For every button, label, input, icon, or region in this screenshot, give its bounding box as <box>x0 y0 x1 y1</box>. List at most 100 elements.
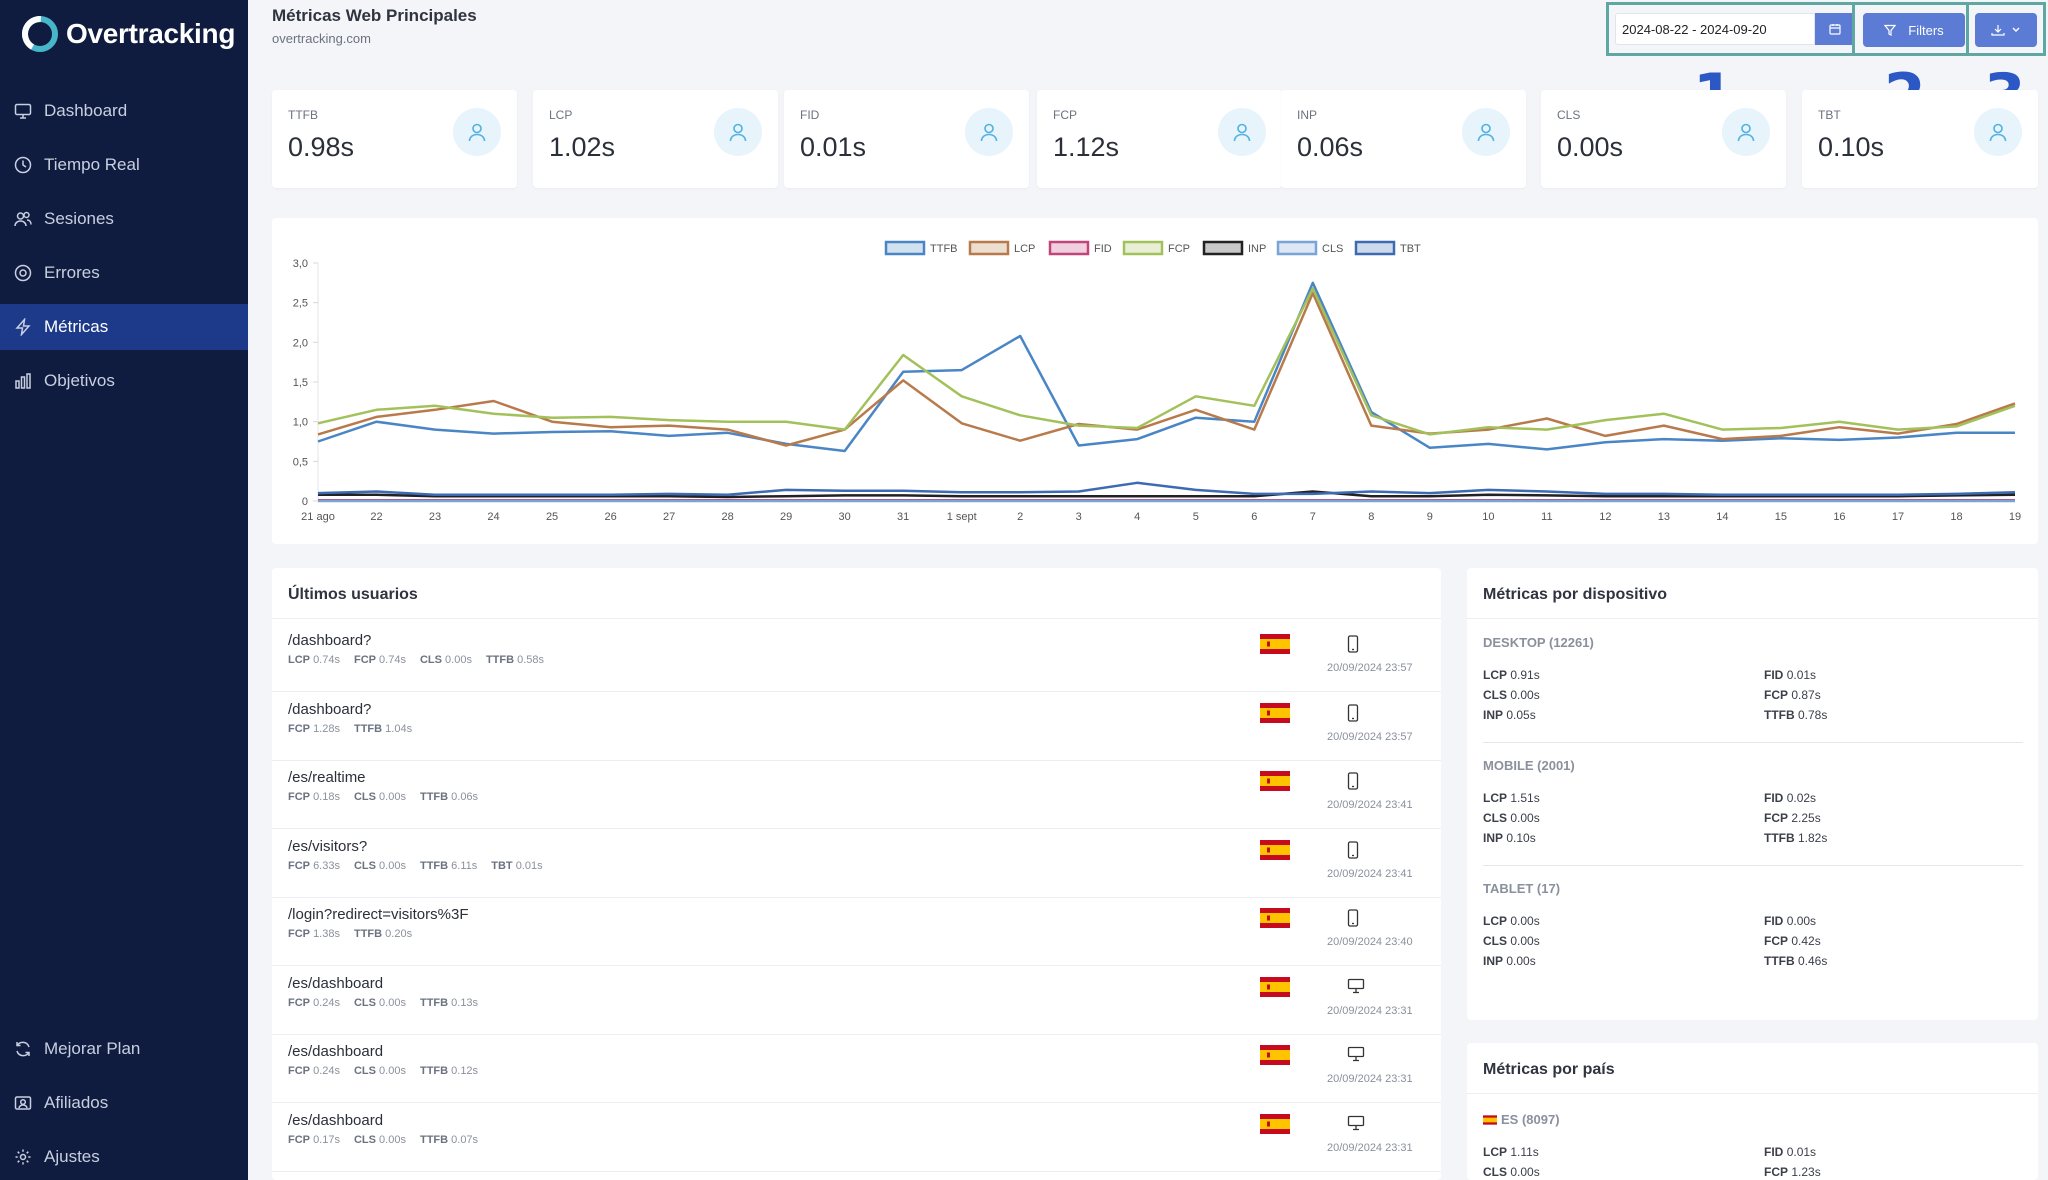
user-icon <box>1722 108 1770 156</box>
row-metric-key: FCP <box>288 996 310 1009</box>
metric-line: TTFB 1.82s <box>1764 828 1827 848</box>
table-row[interactable]: /es/dashboard FCP 0.24s CLS 0.00s TTFB 0.12… <box>272 1035 1441 1103</box>
row-path[interactable]: /dashboard? <box>288 700 372 718</box>
legend-label-ttfb: TTFB <box>930 243 958 255</box>
row-time: 20/09/2024 23:31 <box>1327 1141 1413 1154</box>
metric-key: TTFB <box>1764 954 1795 968</box>
device-metrics-title: Métricas por dispositivo <box>1483 586 1668 603</box>
logo[interactable]: Overtracking <box>22 14 235 54</box>
metric-card-label: INP <box>1297 108 1318 122</box>
row-time: 20/09/2024 23:57 <box>1327 662 1413 674</box>
metrics-column-right: FID 0.01s FCP 0.87s TTFB 0.78s <box>1764 665 1827 725</box>
row-path[interactable]: /es/dashboard <box>288 1111 384 1129</box>
table-row[interactable]: /login?redirect=visitors%3F FCP 1.38s TTFB… <box>272 898 1441 966</box>
table-row[interactable]: /es/dashboard FCP 0.24s CLS 0.00s TTFB 0.13… <box>272 967 1441 1035</box>
sidebar-item-dashboard[interactable]: Dashboard <box>0 88 248 134</box>
desktop-icon <box>1347 978 1365 993</box>
y-tick-label: 0 <box>302 496 308 508</box>
metric-card-label: TTFB <box>288 108 318 122</box>
row-metric-value: 0.17s <box>313 1133 340 1146</box>
sidebar-item-objetivos[interactable]: Objetivos <box>0 358 248 404</box>
divider <box>1467 618 2038 619</box>
row-metric-key: TTFB <box>419 859 449 872</box>
row-metric: TBT 0.01s <box>491 860 542 872</box>
metric-line: FID 0.01s <box>1764 1142 1821 1162</box>
row-path[interactable]: /dashboard? <box>288 632 372 649</box>
sidebar-item-metricas[interactable]: Métricas <box>0 304 248 350</box>
metric-value: 0.00s <box>1510 934 1540 948</box>
row-metric-key: CLS <box>353 791 376 803</box>
legend-label-inp: INP <box>1248 243 1266 255</box>
table-row[interactable]: /dashboard? LCP 0.74s FCP 0.74s CLS 0.00s TT… <box>272 624 1441 692</box>
download-button[interactable] <box>1975 13 2037 47</box>
row-metric: FCP 1.28s <box>288 723 340 735</box>
legend-label-cls: CLS <box>1322 243 1343 255</box>
legend-swatch-cls <box>1276 240 1318 256</box>
user-icon <box>1974 108 2022 156</box>
metrics-line-chart: 00,51,01,52,02,53,021 ago 22 23 24 25 26 27 28 2… <box>293 240 2021 523</box>
row-metric-value: 0.06s <box>451 791 479 803</box>
sidebar-item-errores[interactable]: Errores <box>0 250 248 296</box>
row-metrics: FCP 1.38s TTFB 0.20s <box>288 928 426 940</box>
table-row[interactable]: /es/realtime FCP 0.18s CLS 0.00s TTFB 0.06s… <box>272 761 1441 829</box>
sidebar-item-ajustes[interactable]: Ajustes <box>0 1134 248 1180</box>
row-path[interactable]: /login?redirect=visitors%3F <box>288 906 469 923</box>
metrics-column-right: FID 0.00s FCP 0.42s TTFB 0.46s <box>1764 911 1827 971</box>
x-tick-label: 9 <box>1427 511 1433 523</box>
row-metric-key: FCP <box>288 1133 310 1146</box>
row-path[interactable]: /es/visitors? <box>288 837 368 855</box>
spain-flag-icon <box>1260 771 1290 791</box>
chevron-down-icon <box>2012 27 2020 32</box>
row-path[interactable]: /es/dashboard <box>288 1043 384 1060</box>
table-row[interactable]: /es/visitors? FCP 6.33s CLS 0.00s TTFB 6.11… <box>272 830 1441 898</box>
metric-card-label: FID <box>800 108 820 122</box>
row-metric-value: 0.00s <box>445 654 472 666</box>
legend-swatch-ttfb <box>884 240 926 256</box>
error-icon <box>14 264 32 282</box>
spain-flag-icon <box>1260 634 1290 654</box>
metric-line: INP 0.05s <box>1483 705 1540 725</box>
metric-value: 0.00s <box>1786 914 1817 928</box>
latest-users-title: Últimos usuarios <box>288 586 418 603</box>
row-metric-key: FCP <box>288 859 310 872</box>
filter-icon <box>1884 24 1897 36</box>
x-tick-label: 24 <box>487 511 499 523</box>
y-tick-label: 1,0 <box>293 417 308 429</box>
metrics-column-left: LCP 0.91s CLS 0.00s INP 0.05s <box>1483 665 1540 725</box>
row-metric-value: 0.07s <box>451 1133 479 1146</box>
row-metric: TTFB 1.04s <box>354 723 412 735</box>
row-metric-value: 0.00s <box>379 859 406 872</box>
date-range-input[interactable]: 2024-08-22 - 2024-09-20 <box>1615 13 1815 45</box>
metric-card-cls: CLS 0.00s <box>1541 90 1786 188</box>
series-line-fcp <box>317 287 2016 436</box>
sidebar-item-afiliados[interactable]: Afiliados <box>0 1080 248 1126</box>
row-path[interactable]: /es/realtime <box>288 769 366 786</box>
filters-button[interactable]: Filters <box>1863 13 1965 47</box>
row-metric-value: 0.01s <box>515 859 543 872</box>
row-metric-value: 1.28s <box>313 722 340 735</box>
metric-key: CLS <box>1483 688 1507 702</box>
spain-flag-icon <box>1483 1115 1497 1125</box>
row-metric: TTFB 0.13s <box>420 997 478 1009</box>
row-metric-key: TTFB <box>353 722 383 735</box>
sidebar-item-tiempo-real[interactable]: Tiempo Real <box>0 142 248 188</box>
calendar-button[interactable] <box>1815 13 1855 45</box>
metric-value: 0.02s <box>1786 791 1817 805</box>
legend-label-fid: FID <box>1094 243 1112 255</box>
row-metric: FCP 0.74s <box>354 654 406 666</box>
mobile-icon <box>1347 703 1359 722</box>
metric-value: 1.82s <box>1798 831 1828 845</box>
row-metric-key: CLS <box>353 1133 376 1146</box>
device-metrics-panel: Métricas por dispositivo DESKTOP (12261)… <box>1467 568 2038 1020</box>
sidebar-item-mejorar-plan[interactable]: Mejorar Plan <box>0 1026 248 1072</box>
table-row[interactable]: /es/dashboard FCP 0.17s CLS 0.00s TTFB 0.07… <box>272 1104 1441 1172</box>
row-path[interactable]: /es/dashboard <box>288 974 384 992</box>
row-metric: TTFB 6.11s <box>420 860 477 872</box>
date-range-group: 2024-08-22 - 2024-09-20 <box>1606 2 1856 56</box>
divider <box>1467 1093 2038 1094</box>
sidebar-item-sesiones[interactable]: Sesiones <box>0 196 248 242</box>
metric-card-value: 0.01s <box>800 132 867 162</box>
metric-key: CLS <box>1483 811 1507 825</box>
x-tick-label: 4 <box>1134 511 1140 523</box>
table-row[interactable]: /dashboard? FCP 1.28s TTFB 1.04s 20/09/2024… <box>272 693 1441 761</box>
